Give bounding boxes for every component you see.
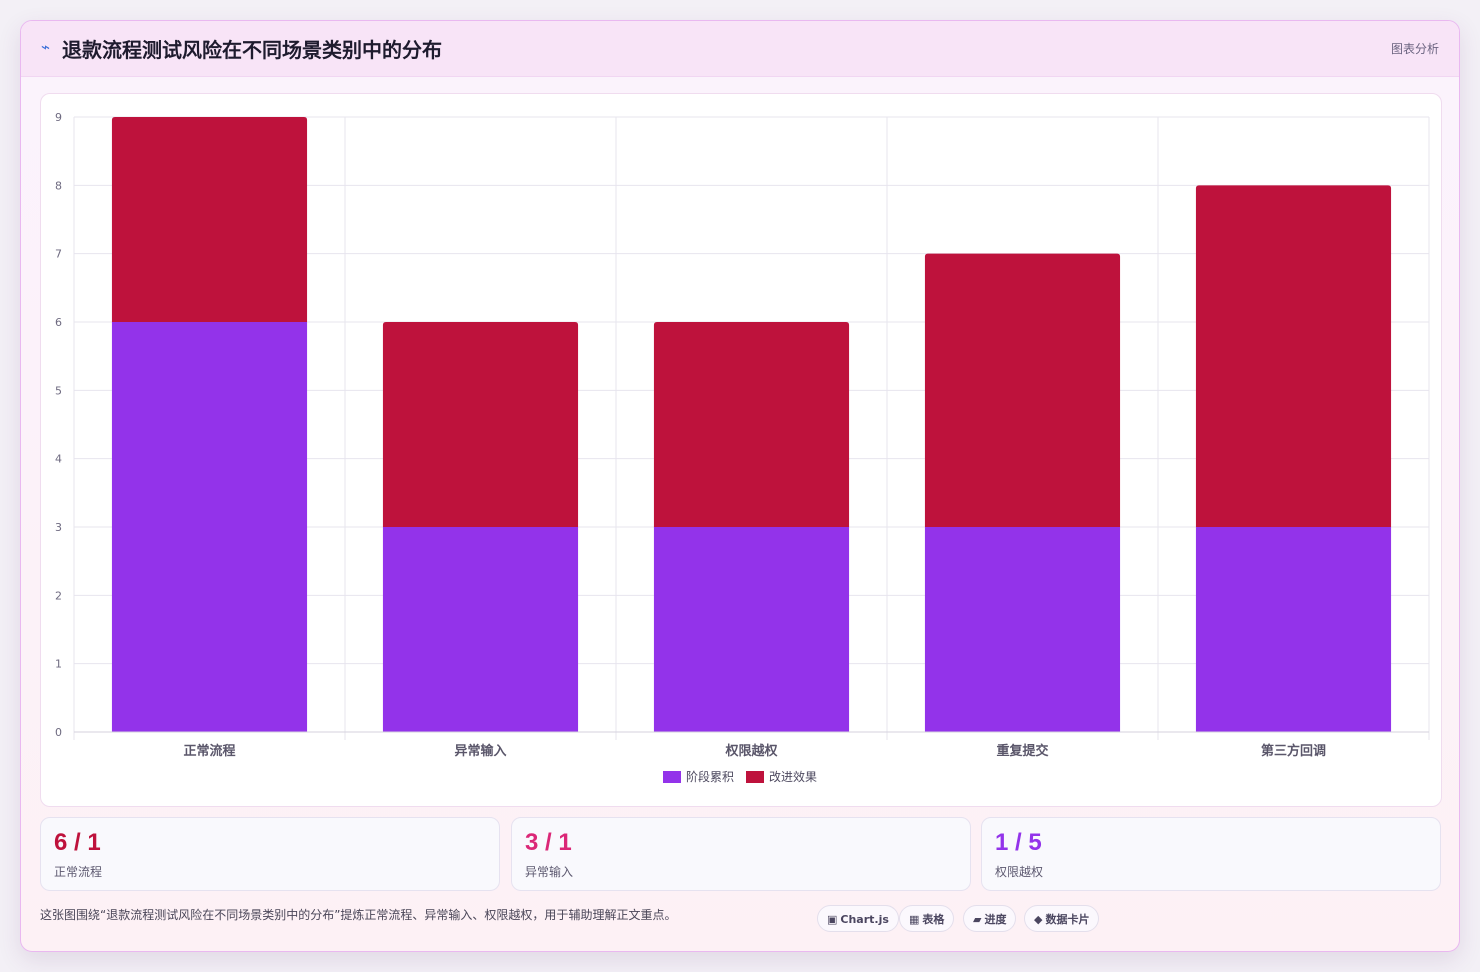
legend-label: 改进效果 [769,769,817,784]
y-tick-label: 7 [55,248,62,261]
stat-value: 1 / 5 [995,829,1042,856]
chip-data-card[interactable]: ◆ 数据卡片 [1024,905,1100,932]
bar-improvement-effect [382,322,579,527]
y-tick-label: 2 [55,589,62,602]
bar-stage-cumulative [1195,527,1392,732]
chip-label: 进度 [984,913,1007,926]
y-tick-label: 1 [55,658,62,671]
diamond-icon: ◆ [1034,913,1043,926]
stat-label: 权限越权 [995,865,1044,879]
chip-label: Chart.js [840,913,889,926]
bar-stage-cumulative [111,322,308,732]
stat-card-abnormal-input: 3 / 1 异常输入 [511,817,971,891]
chip-progress[interactable]: ▰ 进度 [963,905,1017,932]
bar-stage-cumulative [653,527,850,732]
chart-description: 这张图围绕“退款流程测试风险在不同场景类别中的分布”提炼正常流程、异常输入、权限… [40,908,677,922]
stat-value: 3 / 1 [525,829,572,856]
stat-label: 正常流程 [54,865,103,879]
bar-improvement-effect [653,322,850,527]
x-tick-label: 权限越权 [724,743,778,759]
y-tick-label: 5 [55,384,62,397]
x-tick-label: 第三方回调 [1261,743,1326,759]
y-tick-label: 4 [55,453,62,466]
x-tick-label: 异常输入 [454,743,506,759]
table-icon: ▦ [909,913,920,926]
lightning-icon: ⌁ [41,38,51,56]
stat-card-privilege-escalation: 1 / 5 权限越权 [981,817,1441,891]
chip-table[interactable]: ▦ 表格 [899,905,955,932]
legend-label: 阶段累积 [686,769,734,784]
bar-stage-cumulative [924,527,1121,732]
stat-value: 6 / 1 [54,829,101,856]
stat-label: 异常输入 [525,865,574,879]
bar-improvement-effect [924,253,1121,527]
chart-icon: ▣ [827,913,838,926]
chip-chartjs[interactable]: ▣ Chart.js [817,905,899,932]
bar-improvement-effect [111,117,308,322]
chart-title: 退款流程测试风险在不同场景类别中的分布 [62,38,442,62]
legend-swatch [746,771,764,783]
bar-stage-cumulative [382,527,579,732]
y-tick-label: 0 [55,726,62,739]
y-tick-label: 8 [55,179,62,192]
y-tick-label: 6 [55,316,62,329]
chart-card: ⌁ 退款流程测试风险在不同场景类别中的分布 图表分析 0 1 2 3 4 5 6 7 8 9 正常流… [20,20,1460,952]
legend-swatch [663,771,681,783]
chip-label: 数据卡片 [1045,913,1090,926]
bar-improvement-effect [1195,185,1392,527]
chart-panel: 0 1 2 3 4 5 6 7 8 9 正常流程 异常输入 权限越权 重复提交 第三方回调阶段累积 改进效果 [40,93,1442,807]
progress-icon: ▰ [973,913,982,926]
chip-label: 表格 [922,913,945,926]
y-tick-label: 9 [55,111,62,124]
y-tick-label: 3 [55,521,62,534]
x-tick-label: 正常流程 [183,743,235,759]
stat-card-normal-flow: 6 / 1 正常流程 [40,817,500,891]
x-tick-label: 重复提交 [996,743,1048,759]
chart-analysis-link[interactable]: 图表分析 [1390,42,1439,56]
card-header: ⌁ 退款流程测试风险在不同场景类别中的分布 图表分析 [21,21,1459,77]
